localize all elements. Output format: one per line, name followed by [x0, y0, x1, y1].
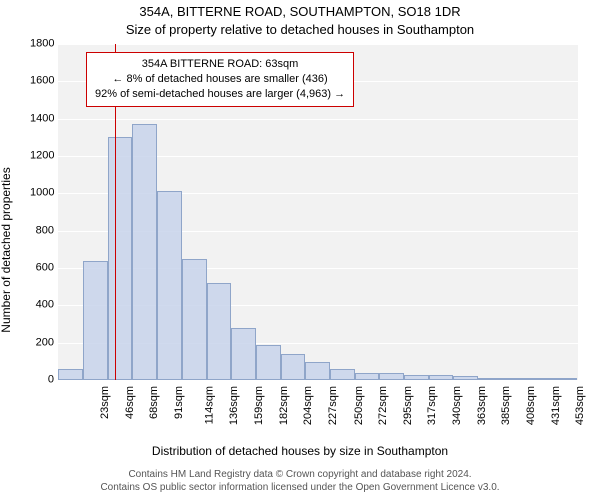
x-tick-label: 340sqm	[451, 386, 463, 425]
histogram-bar	[132, 124, 157, 380]
histogram-bar	[157, 191, 182, 380]
x-tick-label: 363sqm	[476, 386, 488, 425]
x-tick-label: 295sqm	[402, 386, 414, 425]
y-tick-label: 600	[30, 263, 54, 274]
x-tick-label: 182sqm	[279, 386, 291, 425]
histogram-bar	[83, 261, 108, 380]
x-tick-label: 46sqm	[124, 386, 136, 419]
histogram-bar	[453, 376, 478, 380]
annotation-line2: ← 8% of detached houses are smaller (436…	[95, 72, 345, 87]
x-tick-label: 385sqm	[500, 386, 512, 425]
annotation-line3: 92% of semi-detached houses are larger (…	[95, 87, 345, 102]
histogram-bar	[330, 369, 355, 380]
histogram-bar	[305, 362, 330, 380]
y-tick-label: 1400	[30, 113, 54, 124]
x-tick-label: 23sqm	[99, 386, 111, 419]
histogram-bar	[182, 259, 207, 380]
attribution-line2: Contains OS public sector information li…	[0, 482, 600, 495]
histogram-bar	[355, 373, 380, 380]
histogram-bar	[58, 369, 83, 380]
gridline	[58, 380, 578, 381]
histogram-bar	[503, 378, 528, 380]
y-tick-label: 1800	[30, 39, 54, 50]
plot-area: 354A BITTERNE ROAD: 63sqm ← 8% of detach…	[58, 44, 578, 380]
gridline	[58, 44, 578, 45]
annotation-line1: 354A BITTERNE ROAD: 63sqm	[95, 57, 345, 72]
chart-title-line2: Size of property relative to detached ho…	[0, 22, 600, 37]
x-tick-label: 272sqm	[377, 386, 389, 425]
histogram-bar	[108, 137, 133, 380]
histogram-bar	[404, 375, 429, 380]
y-tick-label: 200	[30, 337, 54, 348]
x-tick-label: 114sqm	[204, 386, 216, 424]
gridline	[58, 119, 578, 120]
y-tick-label: 1000	[30, 188, 54, 199]
x-tick-label: 408sqm	[525, 386, 537, 425]
x-tick-label: 317sqm	[426, 386, 438, 425]
x-tick-label: 68sqm	[148, 386, 160, 419]
x-tick-label: 431sqm	[550, 386, 562, 425]
x-tick-label: 453sqm	[574, 386, 586, 425]
histogram-bar	[231, 328, 256, 380]
histogram-bar	[528, 378, 553, 380]
histogram-bar	[379, 373, 404, 380]
y-tick-label: 0	[30, 375, 54, 386]
x-tick-label: 227sqm	[328, 386, 340, 425]
y-tick-label: 1600	[30, 76, 54, 87]
attribution-line1: Contains HM Land Registry data © Crown c…	[0, 469, 600, 482]
chart-container: 354A, BITTERNE ROAD, SOUTHAMPTON, SO18 1…	[0, 0, 600, 500]
chart-title-line1: 354A, BITTERNE ROAD, SOUTHAMPTON, SO18 1…	[0, 4, 600, 19]
y-tick-label: 800	[30, 225, 54, 236]
histogram-bar	[429, 375, 454, 380]
histogram-bar	[207, 283, 232, 380]
y-tick-label: 1200	[30, 151, 54, 162]
x-tick-label: 250sqm	[353, 386, 365, 425]
x-tick-label: 204sqm	[303, 386, 315, 425]
histogram-bar	[281, 354, 306, 380]
attribution-text: Contains HM Land Registry data © Crown c…	[0, 469, 600, 494]
y-axis-label: Number of detached properties	[0, 167, 13, 332]
x-tick-label: 91sqm	[173, 386, 185, 419]
annotation-box: 354A BITTERNE ROAD: 63sqm ← 8% of detach…	[86, 52, 354, 107]
x-axis-label: Distribution of detached houses by size …	[0, 444, 600, 458]
x-tick-label: 159sqm	[253, 386, 265, 425]
histogram-bar	[552, 378, 577, 380]
histogram-bar	[478, 378, 503, 380]
histogram-bar	[256, 345, 281, 380]
x-tick-label: 136sqm	[228, 386, 240, 425]
y-tick-label: 400	[30, 300, 54, 311]
